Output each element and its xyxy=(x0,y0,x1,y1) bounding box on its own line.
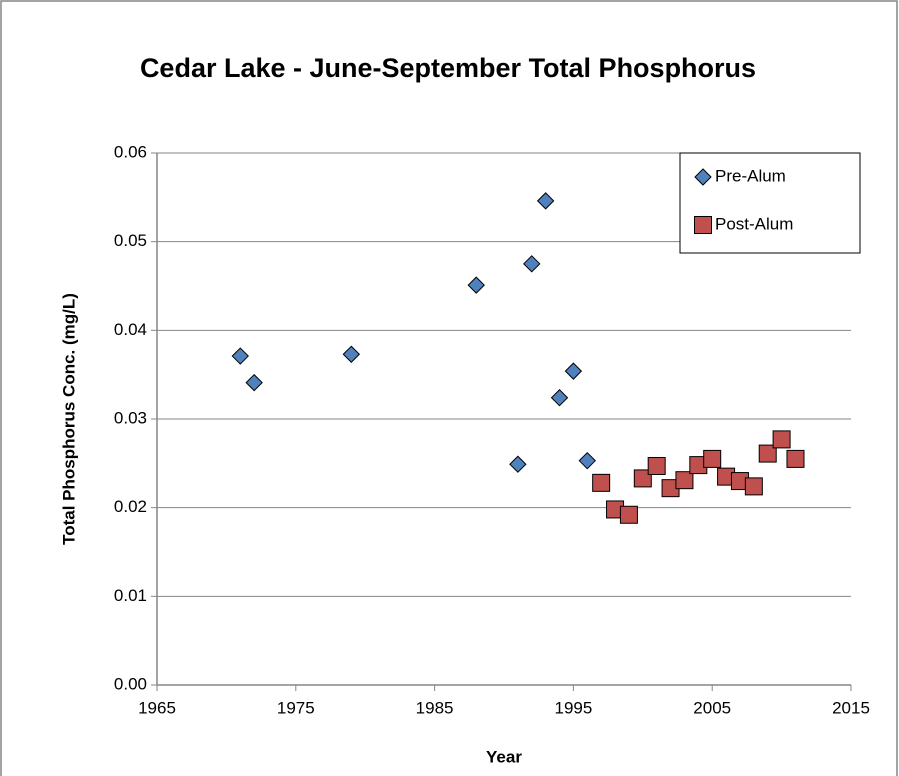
scatter-point xyxy=(675,471,694,490)
x-tick-label: 1975 xyxy=(277,698,315,717)
scatter-point xyxy=(245,373,263,392)
scatter-point xyxy=(744,477,763,496)
legend-label: Post-Alum xyxy=(715,214,793,233)
scatter-point xyxy=(758,444,777,463)
y-tick-label: 0.00 xyxy=(114,674,147,693)
x-tick-label: 2015 xyxy=(832,698,870,717)
y-tick-label: 0.03 xyxy=(114,408,147,427)
y-tick-label: 0.06 xyxy=(114,142,147,161)
x-tick-label: 1995 xyxy=(554,698,592,717)
scatter-point xyxy=(703,449,722,468)
scatter-point xyxy=(536,192,555,210)
scatter-point xyxy=(772,430,791,449)
legend-box xyxy=(679,152,861,254)
scatter-point xyxy=(342,345,361,363)
scatter-point xyxy=(592,473,611,492)
y-tick-label: 0.05 xyxy=(114,231,147,250)
legend-marker xyxy=(694,216,712,234)
scatter-point xyxy=(786,449,805,468)
y-tick-label: 0.04 xyxy=(114,320,147,339)
scatter-point xyxy=(564,362,583,380)
x-tick-label: 1985 xyxy=(416,698,454,717)
chart-title: Cedar Lake - June-September Total Phosph… xyxy=(140,53,756,83)
scatter-point xyxy=(619,505,638,524)
legend-label: Pre-Alum xyxy=(715,166,786,185)
scatter-point xyxy=(509,455,527,473)
y-axis-label: Total Phosphorus Conc. (mg/L) xyxy=(59,293,78,545)
y-tick-label: 0.02 xyxy=(114,497,147,516)
scatter-point xyxy=(633,469,652,488)
y-tick-label: 0.01 xyxy=(114,586,147,605)
scatter-point xyxy=(523,255,541,273)
scatter-point xyxy=(231,347,249,365)
scatter-point xyxy=(467,276,485,294)
x-tick-label: 1965 xyxy=(138,698,176,717)
x-tick-label: 2005 xyxy=(693,698,731,717)
scatter-point xyxy=(550,389,569,407)
x-axis-label: Year xyxy=(486,747,522,766)
legend-marker xyxy=(694,168,712,186)
scatter-point xyxy=(647,456,666,475)
scatter-point xyxy=(578,451,596,470)
